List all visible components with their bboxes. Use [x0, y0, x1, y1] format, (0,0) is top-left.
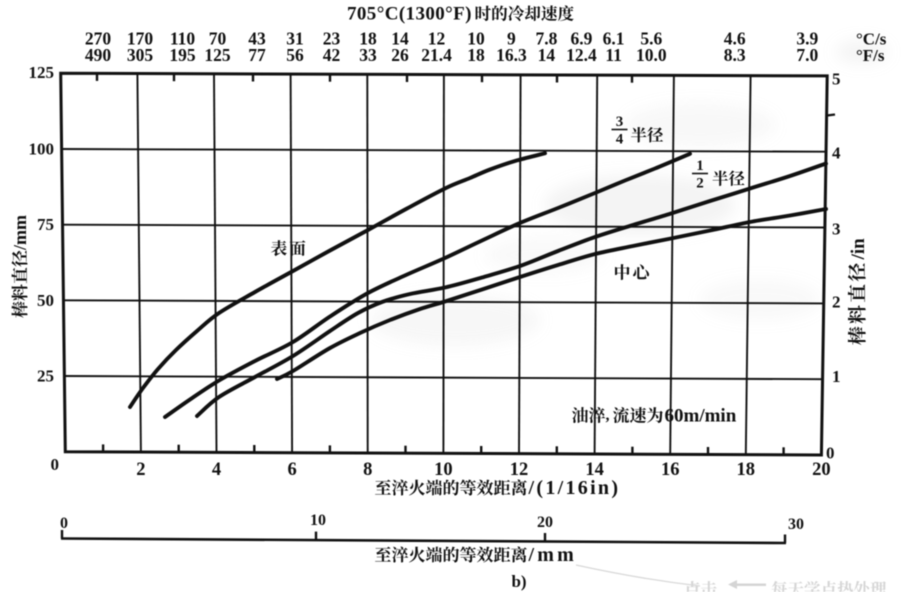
svg-text:70: 70 — [209, 29, 227, 49]
svg-text:60m/min: 60m/min — [665, 406, 737, 427]
svg-text:/mm: /mm — [10, 215, 30, 251]
svg-text:/(1/16in): /(1/16in) — [528, 477, 621, 499]
svg-text:170: 170 — [127, 29, 154, 49]
svg-text:110: 110 — [170, 29, 196, 49]
svg-text:/in: /in — [848, 238, 869, 261]
svg-text:5: 5 — [832, 70, 841, 89]
svg-text:12: 12 — [428, 29, 446, 49]
svg-text:18: 18 — [467, 45, 485, 65]
svg-text:33: 33 — [359, 45, 377, 65]
svg-text:50: 50 — [37, 291, 54, 310]
svg-text:195: 195 — [169, 45, 196, 65]
svg-text:0: 0 — [51, 455, 60, 474]
svg-text:6.9: 6.9 — [570, 29, 592, 49]
svg-text:10: 10 — [467, 29, 485, 49]
svg-text:10: 10 — [434, 460, 453, 480]
svg-text:11: 11 — [605, 45, 622, 65]
svg-text:0: 0 — [60, 515, 68, 532]
svg-text:14: 14 — [391, 29, 409, 49]
svg-text:4: 4 — [616, 132, 624, 148]
svg-text:3: 3 — [616, 114, 624, 130]
svg-text:18: 18 — [737, 460, 756, 480]
svg-text:4.6: 4.6 — [724, 29, 746, 49]
svg-text:21.4: 21.4 — [421, 45, 452, 65]
svg-text:30: 30 — [788, 516, 804, 533]
svg-text:14: 14 — [538, 45, 556, 65]
svg-text:20: 20 — [537, 514, 553, 531]
svg-text:12: 12 — [510, 460, 529, 480]
svg-text:125: 125 — [29, 63, 55, 82]
svg-text:b): b) — [511, 572, 526, 591]
svg-text:23: 23 — [323, 29, 341, 49]
svg-text:2: 2 — [832, 293, 841, 312]
svg-text:31: 31 — [286, 29, 304, 49]
svg-text:2: 2 — [136, 460, 145, 480]
svg-text:1: 1 — [696, 158, 704, 174]
svg-text:75: 75 — [37, 215, 54, 234]
svg-text:42: 42 — [323, 45, 341, 65]
svg-text:305: 305 — [127, 45, 154, 65]
svg-text:705°C(1300°F): 705°C(1300°F) — [347, 4, 472, 25]
svg-text:56: 56 — [286, 45, 304, 65]
svg-text:/mm: /mm — [528, 544, 577, 566]
svg-text:9: 9 — [507, 29, 516, 49]
svg-text:6: 6 — [287, 460, 296, 480]
svg-text:1: 1 — [832, 367, 841, 386]
svg-text:°C/s: °C/s — [856, 30, 887, 49]
svg-text:270: 270 — [85, 29, 112, 49]
svg-text:0: 0 — [826, 444, 835, 463]
svg-text:8: 8 — [363, 460, 372, 480]
svg-text:43: 43 — [248, 29, 266, 49]
svg-text:7.8: 7.8 — [535, 29, 557, 49]
svg-text:10.0: 10.0 — [636, 45, 667, 65]
svg-text:10: 10 — [310, 512, 326, 529]
svg-text:4: 4 — [832, 144, 841, 163]
svg-text:14: 14 — [585, 460, 604, 480]
svg-text:125: 125 — [204, 45, 231, 65]
svg-text:8.3: 8.3 — [724, 45, 746, 65]
svg-text:26: 26 — [391, 45, 409, 65]
svg-text:12.4: 12.4 — [566, 45, 597, 65]
svg-text:16.3: 16.3 — [496, 45, 527, 65]
svg-text:,: , — [606, 407, 610, 424]
svg-text:4: 4 — [212, 460, 221, 480]
svg-text:°F/s: °F/s — [856, 46, 885, 65]
svg-text:16: 16 — [661, 460, 680, 480]
svg-text:25: 25 — [37, 367, 54, 386]
svg-text:2: 2 — [696, 176, 704, 192]
svg-text:100: 100 — [29, 140, 55, 159]
svg-text:6.1: 6.1 — [603, 29, 625, 49]
svg-text:3.9: 3.9 — [796, 29, 818, 49]
svg-text:77: 77 — [248, 45, 266, 65]
svg-text:5.6: 5.6 — [640, 29, 662, 49]
svg-text:20: 20 — [812, 460, 831, 480]
svg-text:490: 490 — [85, 45, 112, 65]
svg-text:7.0: 7.0 — [796, 45, 818, 65]
svg-text:3: 3 — [832, 220, 841, 239]
svg-text:18: 18 — [359, 29, 377, 49]
